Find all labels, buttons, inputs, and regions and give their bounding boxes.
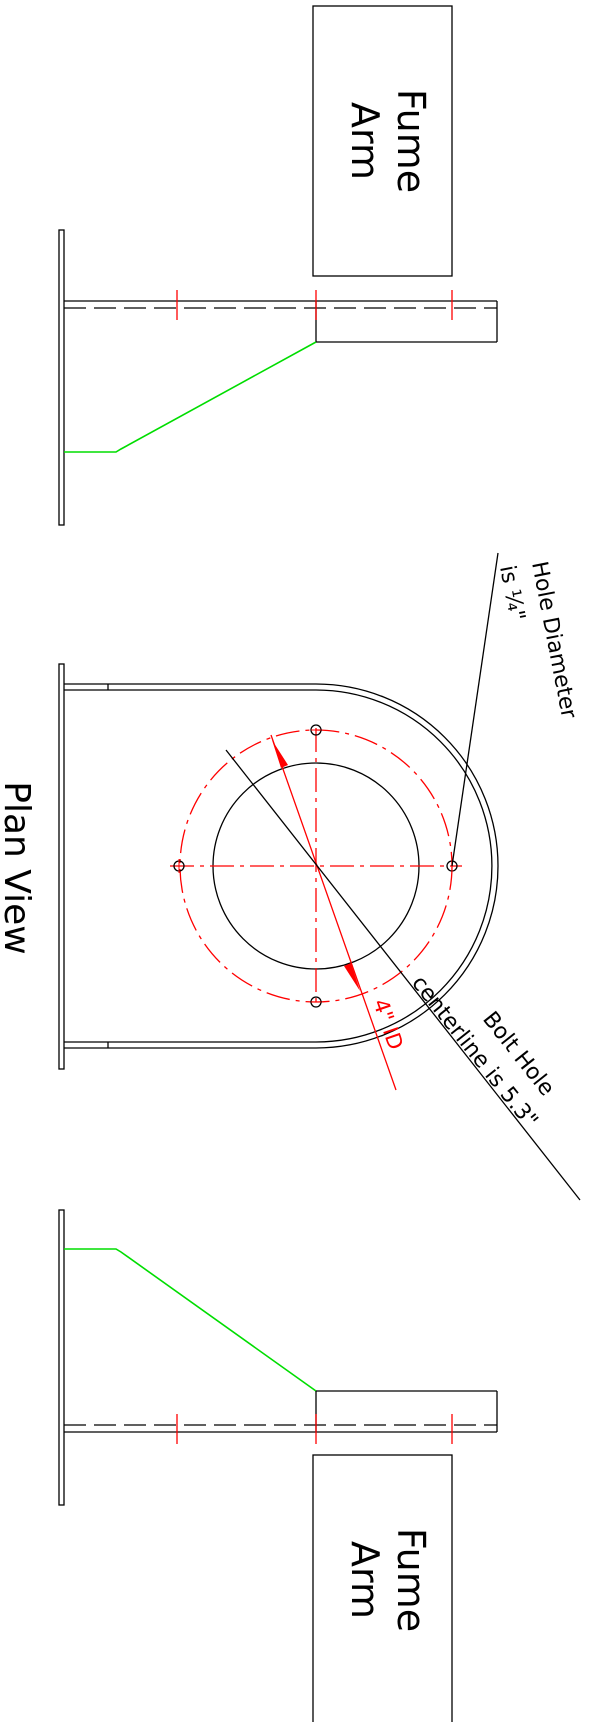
plan-bracket-inner <box>64 689 493 1043</box>
bottom-wall-plate <box>58 1209 65 1506</box>
plan-bracket-outer <box>64 683 499 1049</box>
id-arrow-lower <box>344 963 360 991</box>
bottom-gusset-line <box>64 1248 317 1392</box>
id-arrow-upper <box>272 740 288 768</box>
top-side-view: Fume Arm <box>58 5 498 526</box>
hole-diameter-leader <box>451 552 499 867</box>
hole-diameter-note-line2: is ¼" <box>494 563 529 623</box>
plan-view-title: Plan View <box>0 781 37 954</box>
id-dimension-label: 4" ID <box>368 996 408 1053</box>
bolt-hole-top <box>310 724 322 736</box>
hole-diameter-note-line1: Hole Diameter <box>526 559 581 721</box>
bottom-side-view: Fume Arm <box>58 1209 498 1722</box>
plan-view: 4" ID Hole Diameter is ¼" Bolt Hole cent… <box>0 552 581 1201</box>
id-dimension-line <box>270 734 397 1091</box>
bolt-centerline-leader <box>225 749 581 1201</box>
top-wall-plate <box>58 229 65 526</box>
top-fume-arm-box <box>312 5 453 277</box>
top-fume-arm-label-line1: Fume <box>389 89 433 193</box>
bolt-hole-left <box>173 859 185 873</box>
bottom-fume-arm-box <box>312 1454 453 1722</box>
top-gusset-line <box>64 341 317 453</box>
plan-wall-plate <box>58 663 65 1070</box>
bottom-fume-arm-label-line1: Fume <box>389 1528 433 1632</box>
bolt-hole-bottom <box>310 996 322 1008</box>
top-fume-arm-label-line2: Arm <box>343 102 387 180</box>
bottom-fume-arm-label-line2: Arm <box>343 1541 387 1619</box>
